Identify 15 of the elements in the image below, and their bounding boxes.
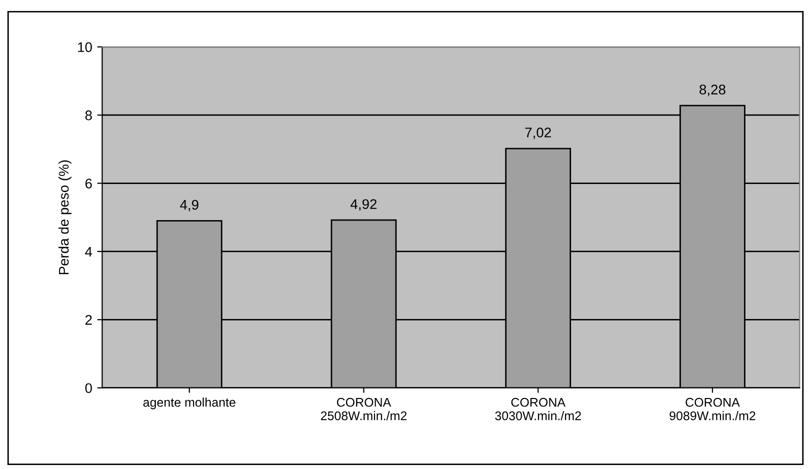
data-label: 4,9 [180,200,198,212]
data-label: 4,92 [350,199,377,211]
x-tick-label: CORONA 3030W.min./m2 [495,398,581,420]
data-label: 8,28 [700,84,726,96]
y-tick-label: 0 [85,383,92,394]
x-tick-label: CORONA 9089W.min./m2 [670,398,756,420]
x-tick-label: agente molhante [143,398,236,410]
y-tick-label: 2 [85,315,92,325]
y-tick-label: 8 [85,110,92,120]
y-axis-title: Perda de peso (%) [58,160,72,274]
data-label: 7,02 [525,128,551,140]
y-tick-label: 10 [78,42,92,52]
x-tick-label: CORONA 2508W.min./m2 [320,398,407,420]
y-tick-label: 6 [85,178,92,188]
y-tick-label: 4 [85,246,92,257]
